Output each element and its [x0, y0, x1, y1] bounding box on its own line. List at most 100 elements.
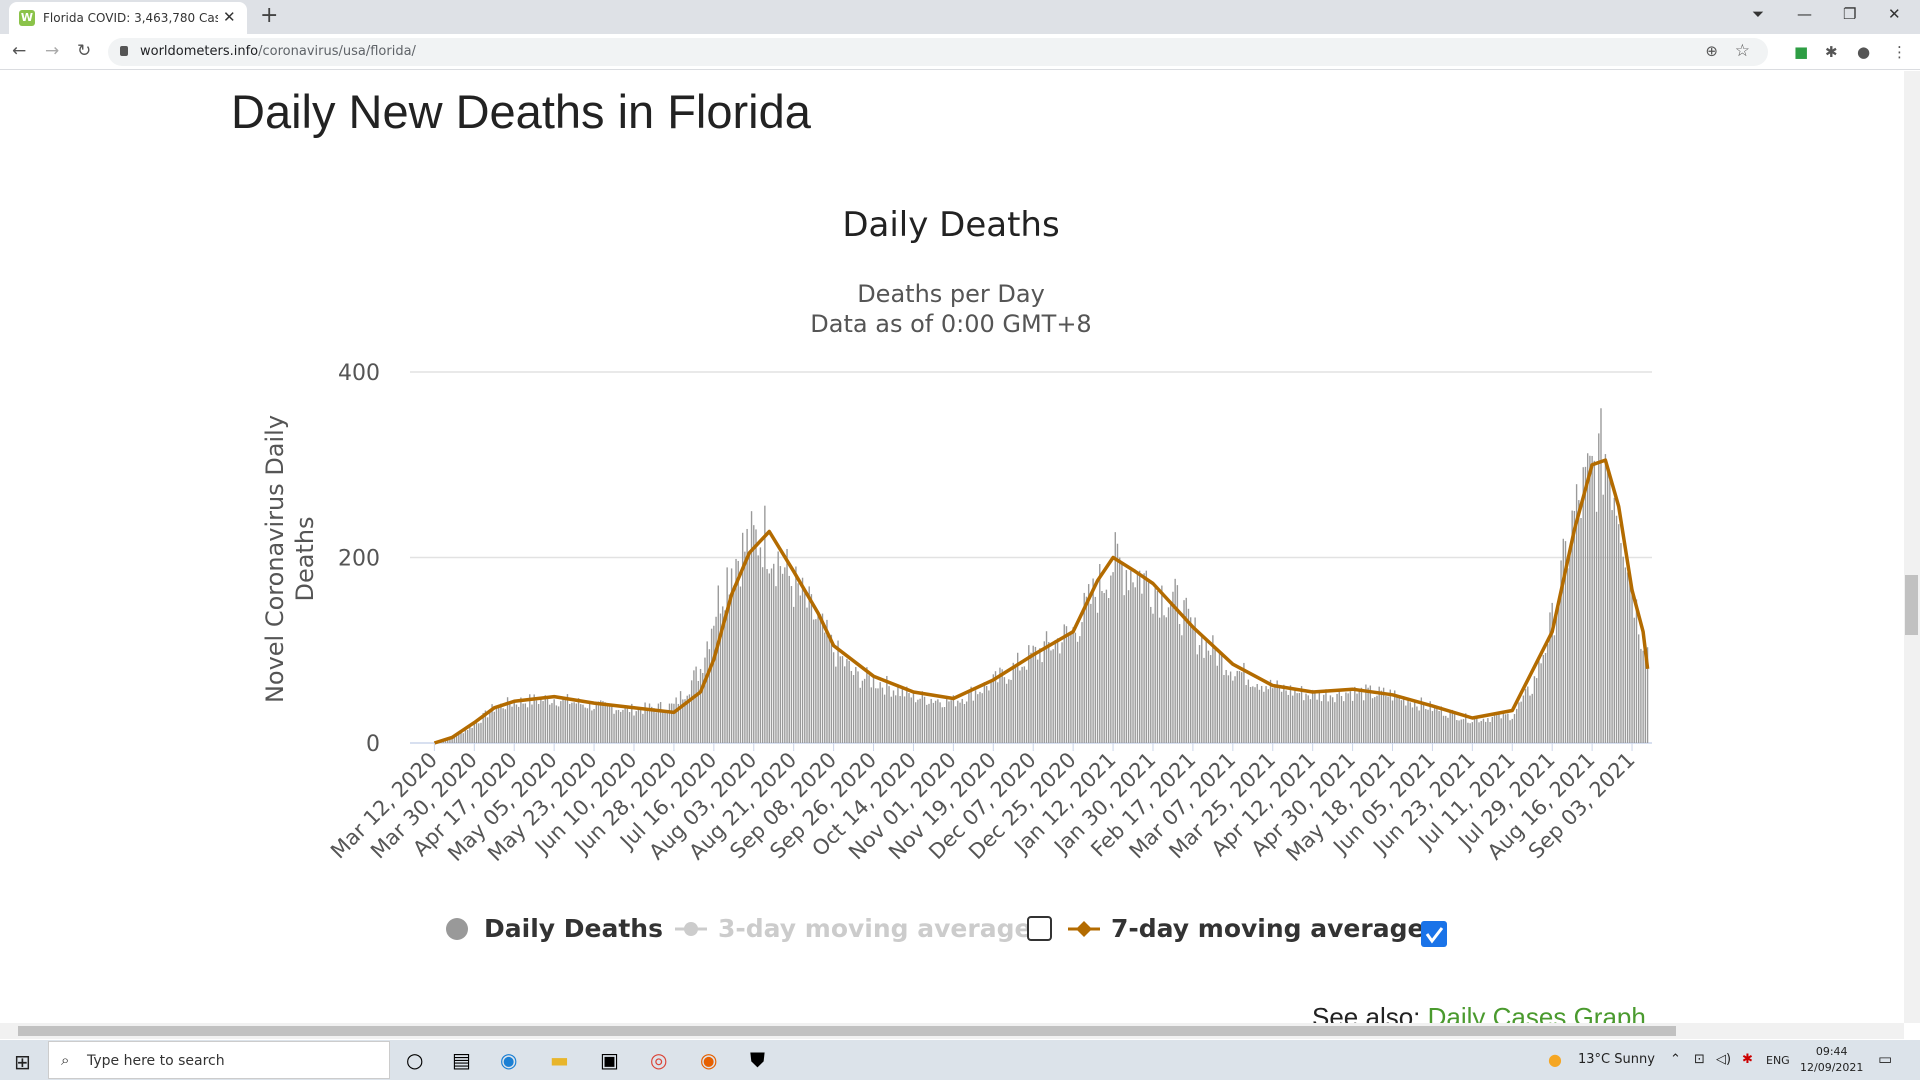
weather-text[interactable]: 13°C Sunny [1578, 1052, 1655, 1067]
zoom-icon[interactable]: ⊕ [1705, 42, 1718, 60]
daily-deaths-bar [611, 706, 613, 743]
search-placeholder: Type here to search [87, 1053, 225, 1069]
daily-deaths-bar [1438, 711, 1440, 743]
volume-icon[interactable]: ◁) [1716, 1052, 1732, 1067]
language-indicator[interactable]: ENG [1766, 1054, 1790, 1067]
forward-arrow-icon[interactable]: → [45, 41, 60, 61]
daily-deaths-bar [1116, 543, 1119, 743]
daily-deaths-bar [1063, 624, 1065, 743]
daily-deaths-bar [917, 699, 919, 743]
daily-deaths-bar [522, 703, 524, 743]
see-also: See also: Daily Cases Graph [1312, 1002, 1646, 1023]
daily-deaths-bar [1416, 706, 1418, 743]
daily-deaths-bar [1107, 598, 1110, 743]
clock-date: 12/09/2021 [1800, 1061, 1864, 1074]
tab-search-icon[interactable]: ⏷ [1752, 5, 1765, 23]
restore-button[interactable]: ❐ [1843, 5, 1857, 23]
daily-deaths-bar [1025, 669, 1028, 743]
daily-deaths-bar [1338, 688, 1340, 743]
daily-deaths-bar [659, 702, 662, 743]
security-shield-icon[interactable]: ⛊ [750, 1048, 765, 1072]
daily-deaths-bar [1469, 723, 1471, 743]
daily-deaths-bar [449, 738, 451, 743]
tab-title: Florida COVID: 3,463,780 Cases and [43, 11, 218, 25]
daily-deaths-bar [1192, 628, 1194, 743]
daily-deaths-bar [495, 708, 498, 743]
daily-deaths-bar [1398, 695, 1400, 743]
daily-deaths-bar [1156, 591, 1159, 743]
task-view-icon[interactable]: ▤ [452, 1048, 471, 1072]
network-icon[interactable]: ⊡ [1694, 1052, 1705, 1067]
daily-deaths-bar [1145, 570, 1148, 743]
daily-deaths-bar [1278, 685, 1281, 743]
daily-deaths-bar [1254, 687, 1256, 743]
horizontal-scroll-thumb[interactable] [18, 1026, 1676, 1036]
file-explorer-icon[interactable]: ▬ [550, 1048, 569, 1072]
daily-cases-graph-link[interactable]: Daily Cases Graph [1427, 1002, 1646, 1023]
daily-deaths-bar [1092, 578, 1094, 743]
daily-deaths-bar [646, 708, 648, 743]
profile-avatar-icon[interactable]: ● [1857, 43, 1871, 61]
minimize-button[interactable]: — [1797, 5, 1812, 23]
three-day-average-checkbox[interactable] [1027, 916, 1052, 941]
daily-deaths-bar [520, 697, 522, 743]
menu-kebab-icon[interactable]: ⋮ [1892, 43, 1907, 61]
daily-deaths-bar [746, 528, 748, 743]
vertical-scroll-thumb[interactable] [1905, 575, 1918, 635]
edge-icon[interactable]: ◉ [500, 1048, 518, 1072]
daily-deaths-bar [549, 704, 551, 743]
daily-deaths-bar [1185, 597, 1187, 743]
daily-deaths-bar [1212, 635, 1214, 743]
daily-deaths-bar [946, 696, 948, 743]
daily-deaths-bar [1354, 686, 1356, 743]
daily-deaths-bar [1402, 696, 1405, 743]
cortana-icon[interactable]: ○ [406, 1048, 424, 1072]
store-icon[interactable]: ▣ [600, 1048, 619, 1072]
daily-deaths-bar [500, 703, 502, 743]
close-tab-icon[interactable]: ✕ [223, 8, 236, 26]
windows-start-icon[interactable]: ⊞ [14, 1050, 31, 1074]
back-arrow-icon[interactable]: ← [12, 41, 27, 61]
notification-icon[interactable]: ▭ [1878, 1050, 1893, 1068]
daily-deaths-bar [1560, 560, 1562, 743]
daily-deaths-bar [1276, 680, 1278, 743]
daily-deaths-bar [447, 740, 449, 743]
url-text[interactable]: worldometers.info/coronavirus/usa/florid… [140, 44, 416, 59]
chrome-icon[interactable]: ◎ [650, 1048, 668, 1072]
legend-3day-label: 3-day moving average [718, 914, 1031, 943]
taskbar-search-box[interactable]: ⌕ Type here to search [48, 1041, 390, 1079]
input-icon[interactable]: ✱ [1742, 1052, 1753, 1067]
daily-deaths-bar [837, 640, 839, 743]
extension-shield-icon[interactable]: ■ [1794, 43, 1809, 61]
close-window-button[interactable]: ✕ [1888, 5, 1901, 23]
daily-deaths-bar [753, 525, 755, 743]
daily-deaths-bar [1405, 705, 1407, 743]
seven-day-average-checkbox[interactable] [1421, 921, 1447, 947]
address-bar[interactable]: worldometers.info/coronavirus/usa/florid… [108, 38, 1768, 66]
bookmark-star-icon[interactable]: ☆ [1734, 41, 1750, 61]
daily-deaths-bar [688, 694, 691, 743]
extensions-puzzle-icon[interactable]: ✱ [1825, 43, 1838, 61]
daily-deaths-bar [1358, 688, 1360, 743]
daily-deaths-bar [779, 566, 782, 743]
daily-deaths-bar [642, 713, 644, 743]
daily-deaths-bar [1194, 617, 1196, 743]
daily-deaths-bar [830, 634, 833, 743]
vertical-scrollbar[interactable] [1904, 71, 1920, 1023]
daily-deaths-bar [1019, 670, 1021, 743]
daily-deaths-bar [1453, 712, 1456, 743]
clock[interactable]: 09:44 12/09/2021 [1800, 1044, 1863, 1076]
daily-deaths-bar [1225, 669, 1227, 743]
new-tab-button[interactable]: + [260, 3, 279, 28]
tray-chevron-icon[interactable]: ⌃ [1670, 1052, 1681, 1067]
daily-deaths-bar [1163, 615, 1165, 743]
daily-deaths-bar [857, 671, 859, 743]
daily-deaths-bar [1110, 575, 1112, 743]
daily-deaths-bar [1265, 686, 1267, 743]
daily-deaths-bar [1085, 596, 1088, 743]
firefox-icon[interactable]: ◉ [700, 1048, 718, 1072]
browser-tab[interactable]: W Florida COVID: 3,463,780 Cases and ✕ [9, 2, 247, 34]
daily-deaths-bar [533, 694, 535, 743]
reload-icon[interactable]: ↻ [77, 41, 92, 61]
daily-deaths-bar [1176, 585, 1179, 743]
